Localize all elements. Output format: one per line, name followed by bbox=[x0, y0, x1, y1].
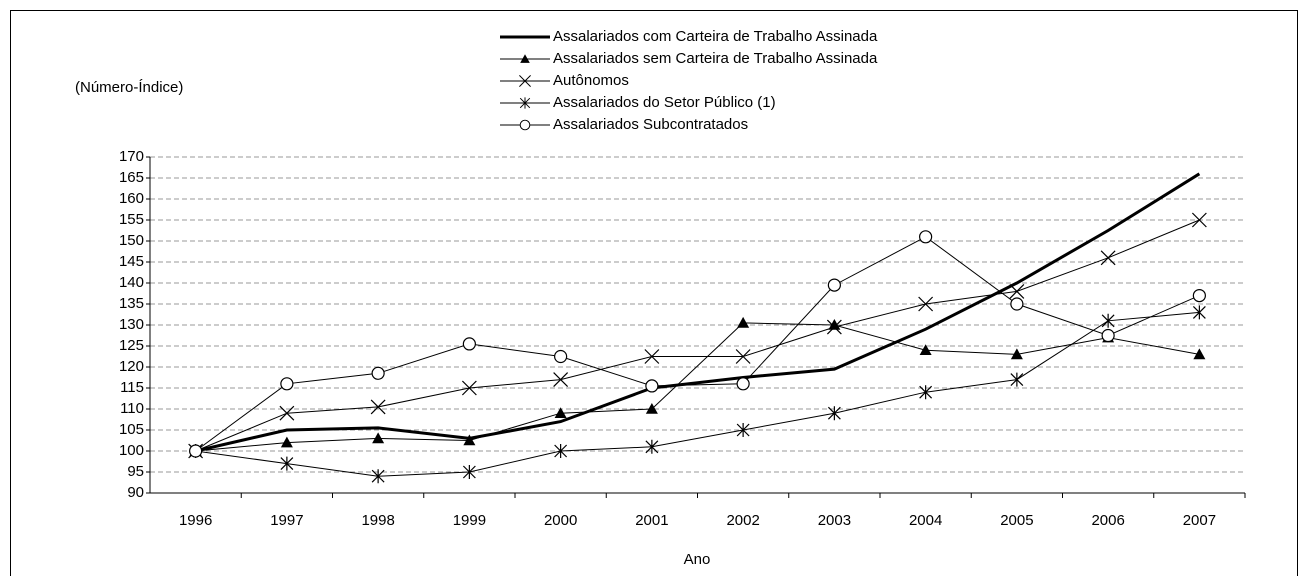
chart-frame bbox=[10, 10, 1298, 576]
marker bbox=[826, 319, 842, 335]
marker bbox=[919, 344, 932, 355]
y-tick-label: 150 bbox=[119, 232, 144, 249]
marker bbox=[554, 349, 568, 364]
marker bbox=[827, 278, 841, 292]
x-tick-label: 2003 bbox=[818, 512, 851, 529]
x-tick-label: 2005 bbox=[1000, 512, 1033, 529]
y-tick-label: 155 bbox=[119, 211, 144, 228]
y-tick-label: 95 bbox=[127, 463, 144, 480]
marker bbox=[644, 349, 660, 364]
marker bbox=[461, 380, 477, 396]
marker bbox=[1192, 305, 1206, 320]
marker bbox=[279, 405, 295, 421]
marker bbox=[736, 423, 750, 437]
y-tick-label: 100 bbox=[119, 442, 144, 459]
y-tick-label: 110 bbox=[120, 400, 144, 417]
marker bbox=[737, 316, 750, 328]
marker bbox=[827, 406, 841, 421]
marker bbox=[1101, 313, 1115, 328]
marker bbox=[735, 349, 751, 364]
marker bbox=[463, 434, 476, 446]
y-axis-label: (Número-Índice) bbox=[75, 79, 183, 96]
x-tick-label: 2002 bbox=[726, 512, 759, 529]
marker bbox=[554, 407, 567, 418]
legend-label: Assalariados com Carteira de Trabalho As… bbox=[553, 28, 878, 45]
marker bbox=[645, 439, 659, 454]
marker bbox=[554, 444, 568, 458]
marker bbox=[1193, 348, 1206, 360]
series-line bbox=[195, 236, 1200, 452]
marker bbox=[462, 337, 476, 351]
y-tick-label: 165 bbox=[119, 169, 144, 186]
series-line bbox=[195, 322, 1200, 452]
marker bbox=[736, 377, 750, 391]
x-axis-label: Ano bbox=[684, 551, 711, 568]
marker bbox=[280, 436, 293, 448]
marker bbox=[1100, 250, 1116, 266]
marker bbox=[918, 296, 934, 312]
y-tick-label: 135 bbox=[119, 295, 144, 312]
marker bbox=[280, 456, 294, 471]
y-tick-label: 160 bbox=[119, 190, 144, 207]
marker bbox=[645, 379, 659, 393]
marker bbox=[1010, 348, 1023, 360]
y-tick-label: 130 bbox=[119, 316, 144, 333]
marker bbox=[519, 119, 531, 131]
marker bbox=[462, 465, 476, 479]
marker bbox=[1010, 372, 1024, 387]
marker bbox=[553, 372, 569, 388]
marker bbox=[370, 399, 386, 415]
x-tick-label: 2004 bbox=[909, 512, 942, 529]
x-tick-label: 1997 bbox=[270, 512, 303, 529]
marker bbox=[645, 403, 658, 414]
y-tick-label: 170 bbox=[119, 148, 144, 165]
series-line bbox=[195, 172, 1201, 453]
marker bbox=[519, 97, 531, 109]
marker bbox=[1010, 297, 1024, 311]
marker bbox=[280, 377, 294, 391]
x-tick-label: 1998 bbox=[361, 512, 394, 529]
y-tick-label: 125 bbox=[119, 337, 144, 354]
x-tick-label: 1996 bbox=[179, 512, 212, 529]
marker bbox=[371, 469, 385, 484]
marker bbox=[1192, 289, 1206, 303]
x-tick-label: 2006 bbox=[1091, 512, 1124, 529]
marker bbox=[1009, 283, 1025, 299]
series-line bbox=[195, 219, 1200, 452]
marker bbox=[1101, 328, 1115, 343]
y-tick-label: 115 bbox=[120, 379, 144, 396]
legend-label: Assalariados Subcontratados bbox=[553, 116, 748, 133]
marker bbox=[372, 432, 385, 444]
x-tick-label: 2001 bbox=[635, 512, 668, 529]
marker bbox=[520, 54, 530, 63]
y-tick-label: 105 bbox=[119, 421, 144, 438]
legend-label: Assalariados sem Carteira de Trabalho As… bbox=[553, 50, 878, 67]
marker bbox=[519, 75, 531, 87]
series-line bbox=[195, 311, 1200, 477]
y-tick-label: 140 bbox=[119, 274, 144, 291]
y-tick-label: 145 bbox=[119, 253, 144, 270]
x-tick-label: 2007 bbox=[1183, 512, 1216, 529]
marker bbox=[919, 230, 933, 244]
marker bbox=[1191, 212, 1207, 228]
y-tick-label: 120 bbox=[119, 358, 144, 375]
x-tick-label: 2000 bbox=[544, 512, 577, 529]
marker bbox=[919, 385, 933, 400]
marker bbox=[371, 366, 385, 380]
marker bbox=[828, 319, 841, 330]
x-tick-label: 1999 bbox=[453, 512, 486, 529]
y-tick-label: 90 bbox=[127, 484, 144, 501]
legend-label: Autônomos bbox=[553, 72, 629, 89]
legend-label: Assalariados do Setor Público (1) bbox=[553, 94, 776, 111]
marker bbox=[189, 444, 203, 458]
